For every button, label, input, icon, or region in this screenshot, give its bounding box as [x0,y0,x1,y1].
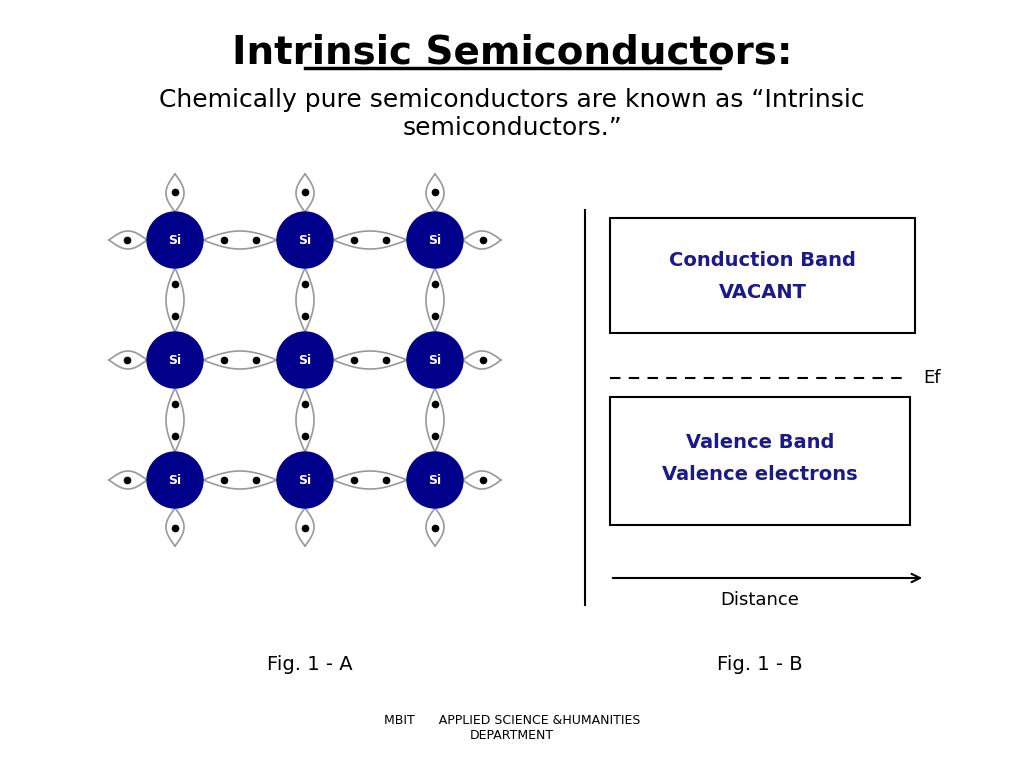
Circle shape [407,332,463,388]
Text: Fig. 1 - B: Fig. 1 - B [717,656,803,674]
Text: VACANT: VACANT [719,283,807,303]
Text: Si: Si [298,474,311,486]
Text: Si: Si [428,353,441,366]
Text: Si: Si [298,233,311,247]
Circle shape [407,212,463,268]
Text: semiconductors.”: semiconductors.” [402,116,622,140]
Circle shape [147,332,203,388]
Circle shape [278,452,333,508]
Circle shape [278,212,333,268]
Text: Ef: Ef [923,369,940,387]
Text: Si: Si [428,233,441,247]
Text: Si: Si [428,474,441,486]
Text: MBIT      APPLIED SCIENCE &HUMANITIES
DEPARTMENT: MBIT APPLIED SCIENCE &HUMANITIES DEPARTM… [384,714,640,742]
Text: Valence Band: Valence Band [686,432,835,452]
Circle shape [147,212,203,268]
Text: Intrinsic Semiconductors:: Intrinsic Semiconductors: [231,33,793,71]
Text: Chemically pure semiconductors are known as “Intrinsic: Chemically pure semiconductors are known… [159,88,865,112]
Text: Fig. 1 - A: Fig. 1 - A [267,656,353,674]
Circle shape [147,452,203,508]
Text: Si: Si [168,474,181,486]
Text: Si: Si [298,353,311,366]
Text: Si: Si [168,353,181,366]
Text: Valence electrons: Valence electrons [663,465,858,485]
Bar [610,397,910,525]
Text: Conduction Band: Conduction Band [669,250,856,270]
Bar [610,218,915,333]
Text: Distance: Distance [721,591,800,609]
Circle shape [407,452,463,508]
Text: Si: Si [168,233,181,247]
Circle shape [278,332,333,388]
